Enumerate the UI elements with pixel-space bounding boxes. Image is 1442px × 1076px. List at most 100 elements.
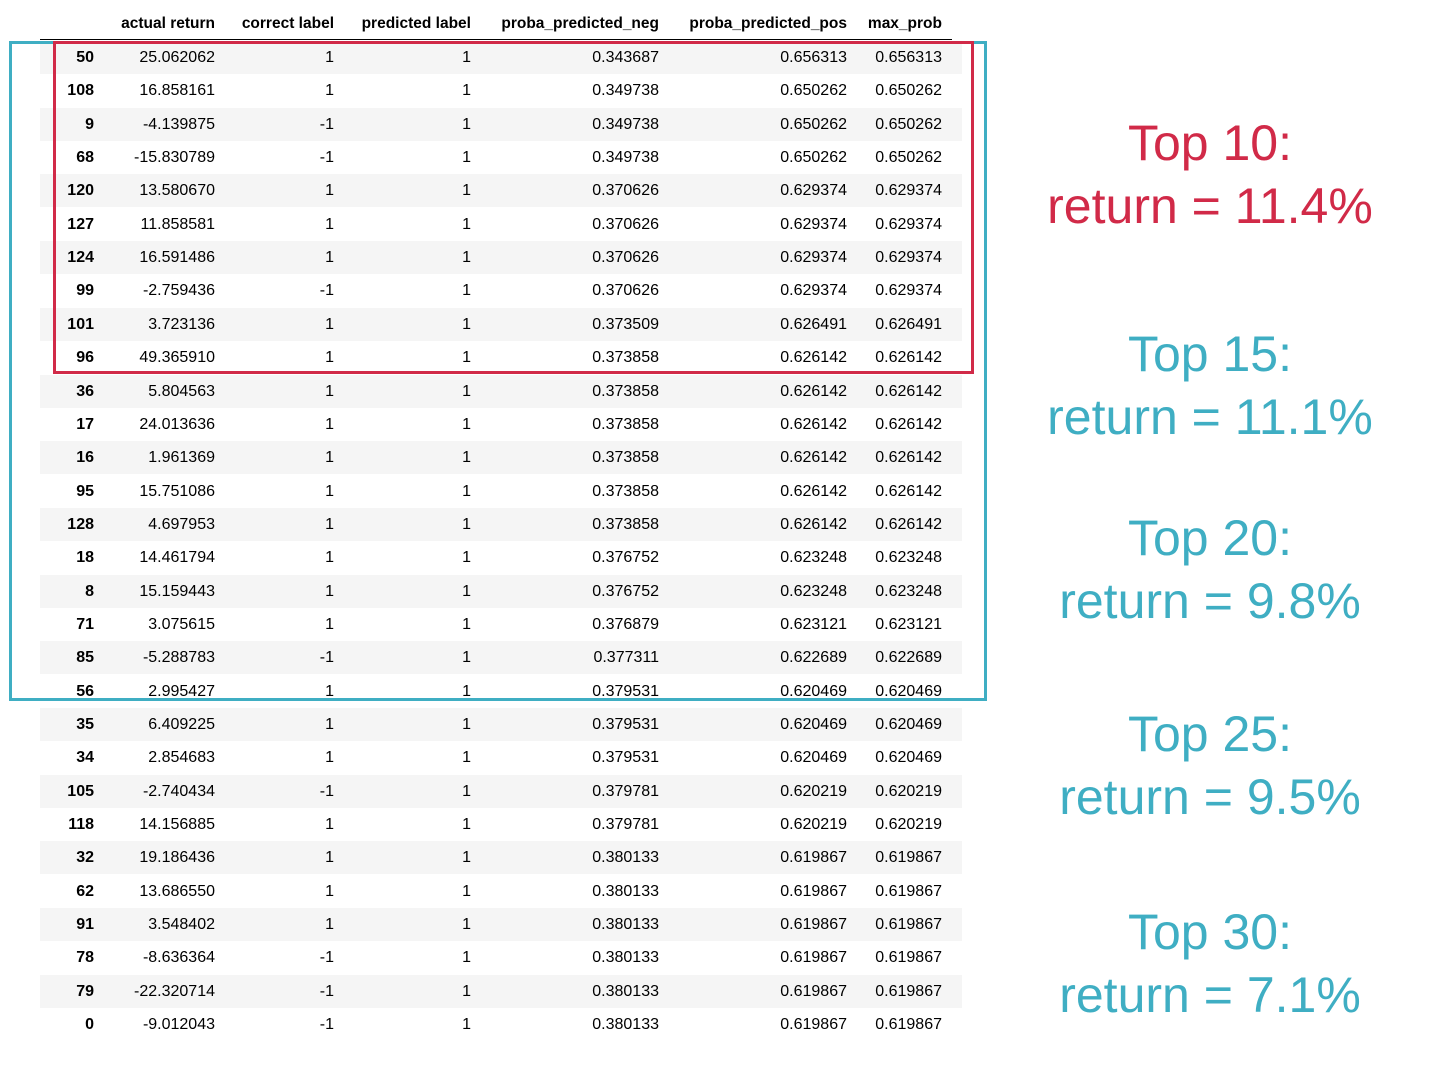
table-row: 71 3.075615 1 1 0.376879 0.623121 0.623121: [40, 608, 962, 641]
proba-neg-cell: 0.373509: [592, 315, 659, 333]
predicted-label-cell: 1: [462, 716, 471, 733]
predicted-label-cell: 1: [462, 549, 471, 567]
actual-return-cell: 16.591486: [139, 249, 215, 267]
predicted-label-cell: 1: [462, 649, 471, 667]
correct-label-cell: 1: [325, 582, 334, 600]
header-proba-predicted-neg: proba_predicted_neg: [501, 15, 659, 32]
proba-pos-cell: 0.620219: [780, 816, 847, 834]
proba-pos-cell: 0.620469: [780, 716, 847, 733]
correct-label-cell: 1: [325, 482, 334, 500]
proba-pos-cell: 0.650262: [780, 149, 847, 167]
proba-pos-cell: 0.626142: [780, 382, 847, 400]
correct-label-cell: -1: [319, 282, 334, 300]
actual-return-cell: 14.156885: [139, 816, 215, 834]
actual-return-cell: 15.751086: [139, 482, 215, 500]
row-index: 0: [85, 1016, 94, 1034]
proba-neg-cell: 0.379531: [592, 716, 659, 733]
actual-return-cell: 5.804563: [148, 382, 215, 400]
row-index: 71: [76, 615, 94, 633]
table-row: 108 16.858161 1 1 0.349738 0.650262 0.650262: [40, 74, 962, 107]
proba-pos-cell: 0.629374: [780, 182, 847, 200]
actual-return-cell: 2.995427: [148, 682, 215, 700]
max-prob-cell: 0.629374: [875, 282, 942, 300]
actual-return-cell: 14.461794: [139, 549, 215, 567]
correct-label-cell: 1: [325, 382, 334, 400]
proba-pos-cell: 0.656313: [780, 49, 847, 66]
return-annotation: Top 20: return = 9.8%: [1010, 507, 1410, 633]
actual-return-cell: -8.636364: [142, 949, 215, 967]
proba-pos-cell: 0.650262: [780, 82, 847, 100]
proba-neg-cell: 0.380133: [592, 982, 659, 1000]
predicted-label-cell: 1: [462, 415, 471, 433]
proba-neg-cell: 0.373858: [592, 515, 659, 533]
predicted-label-cell: 1: [462, 382, 471, 400]
row-index: 8: [85, 582, 94, 600]
max-prob-cell: 0.619867: [875, 849, 942, 867]
predicted-label-cell: 1: [462, 949, 471, 967]
header-correct-label: correct label: [241, 15, 334, 32]
proba-neg-cell: 0.377311: [593, 649, 659, 667]
correct-label-cell: 1: [325, 449, 334, 467]
actual-return-cell: 1.961369: [148, 449, 215, 467]
predicted-label-cell: 1: [462, 182, 471, 200]
max-prob-cell: 0.620469: [875, 716, 942, 733]
correct-label-cell: -1: [319, 782, 334, 800]
table-row: 18 14.461794 1 1 0.376752 0.623248 0.623248: [40, 541, 962, 574]
predicted-label-cell: 1: [462, 582, 471, 600]
table-row: 34 2.854683 1 1 0.379531 0.620469 0.620469: [40, 741, 962, 774]
header-predicted-label: predicted label: [361, 15, 471, 32]
table-row: 118 14.156885 1 1 0.379781 0.620219 0.620219: [40, 808, 962, 841]
correct-label-cell: 1: [325, 549, 334, 567]
row-index: 96: [76, 349, 94, 367]
annotation-return: return = 7.1%: [1059, 967, 1361, 1023]
proba-pos-cell: 0.629374: [780, 249, 847, 267]
proba-pos-cell: 0.629374: [780, 215, 847, 233]
proba-neg-cell: 0.379531: [592, 749, 659, 767]
proba-pos-cell: 0.626142: [780, 482, 847, 500]
table-row: 68 -15.830789 -1 1 0.349738 0.650262 0.650262: [40, 141, 962, 174]
max-prob-cell: 0.619867: [875, 982, 942, 1000]
row-index: 118: [68, 816, 94, 834]
actual-return-cell: 2.854683: [148, 749, 215, 767]
max-prob-cell: 0.629374: [875, 249, 942, 267]
predicted-label-cell: 1: [462, 749, 471, 767]
max-prob-cell: 0.623248: [875, 549, 942, 567]
correct-label-cell: 1: [325, 315, 334, 333]
row-index: 18: [76, 549, 94, 567]
max-prob-cell: 0.619867: [875, 882, 942, 900]
actual-return-cell: -2.759436: [142, 282, 215, 300]
table-row: 0 -9.012043 -1 1 0.380133 0.619867 0.619867: [40, 1008, 962, 1041]
table-row: 17 24.013636 1 1 0.373858 0.626142 0.626142: [40, 408, 962, 441]
table-row: 101 3.723136 1 1 0.373509 0.626491 0.626491: [40, 307, 962, 341]
row-index: 79: [76, 982, 94, 1000]
top10-highlight-box: [53, 41, 974, 374]
proba-neg-cell: 0.379781: [592, 782, 659, 800]
annotation-title: Top 15:: [1127, 326, 1292, 382]
correct-label-cell: 1: [325, 816, 334, 834]
max-prob-cell: 0.626142: [875, 515, 942, 533]
proba-pos-cell: 0.620469: [780, 682, 847, 700]
correct-label-cell: 1: [325, 49, 334, 66]
proba-neg-cell: 0.376752: [592, 582, 659, 600]
header-max-prob: max_prob: [867, 15, 942, 32]
table-row: 9 -4.139875 -1 1 0.349738 0.650262 0.650262: [40, 107, 962, 141]
max-prob-cell: 0.619867: [875, 1016, 942, 1034]
actual-return-cell: 6.409225: [148, 716, 215, 733]
table-row: 128 4.697953 1 1 0.373858 0.626142 0.626142: [40, 507, 962, 541]
row-index: 85: [76, 649, 94, 667]
return-annotation: Top 30: return = 7.1%: [1010, 901, 1410, 1027]
row-index: 16: [76, 449, 94, 467]
proba-pos-cell: 0.623121: [780, 615, 847, 633]
predicted-label-cell: 1: [462, 515, 471, 533]
predicted-label-cell: 1: [462, 349, 471, 367]
proba-pos-cell: 0.619867: [780, 916, 847, 934]
row-index: 17: [76, 415, 94, 433]
proba-pos-cell: 0.623248: [780, 549, 847, 567]
predicted-label-cell: 1: [462, 782, 471, 800]
table-row: 79 -22.320714 -1 1 0.380133 0.619867 0.619867: [40, 974, 962, 1008]
table-header: actual return correct label predicted la…: [40, 7, 952, 40]
actual-return-cell: -5.288783: [142, 649, 215, 667]
max-prob-cell: 0.629374: [875, 182, 942, 200]
annotation-title: Top 20:: [1127, 510, 1292, 566]
correct-label-cell: -1: [319, 149, 334, 167]
